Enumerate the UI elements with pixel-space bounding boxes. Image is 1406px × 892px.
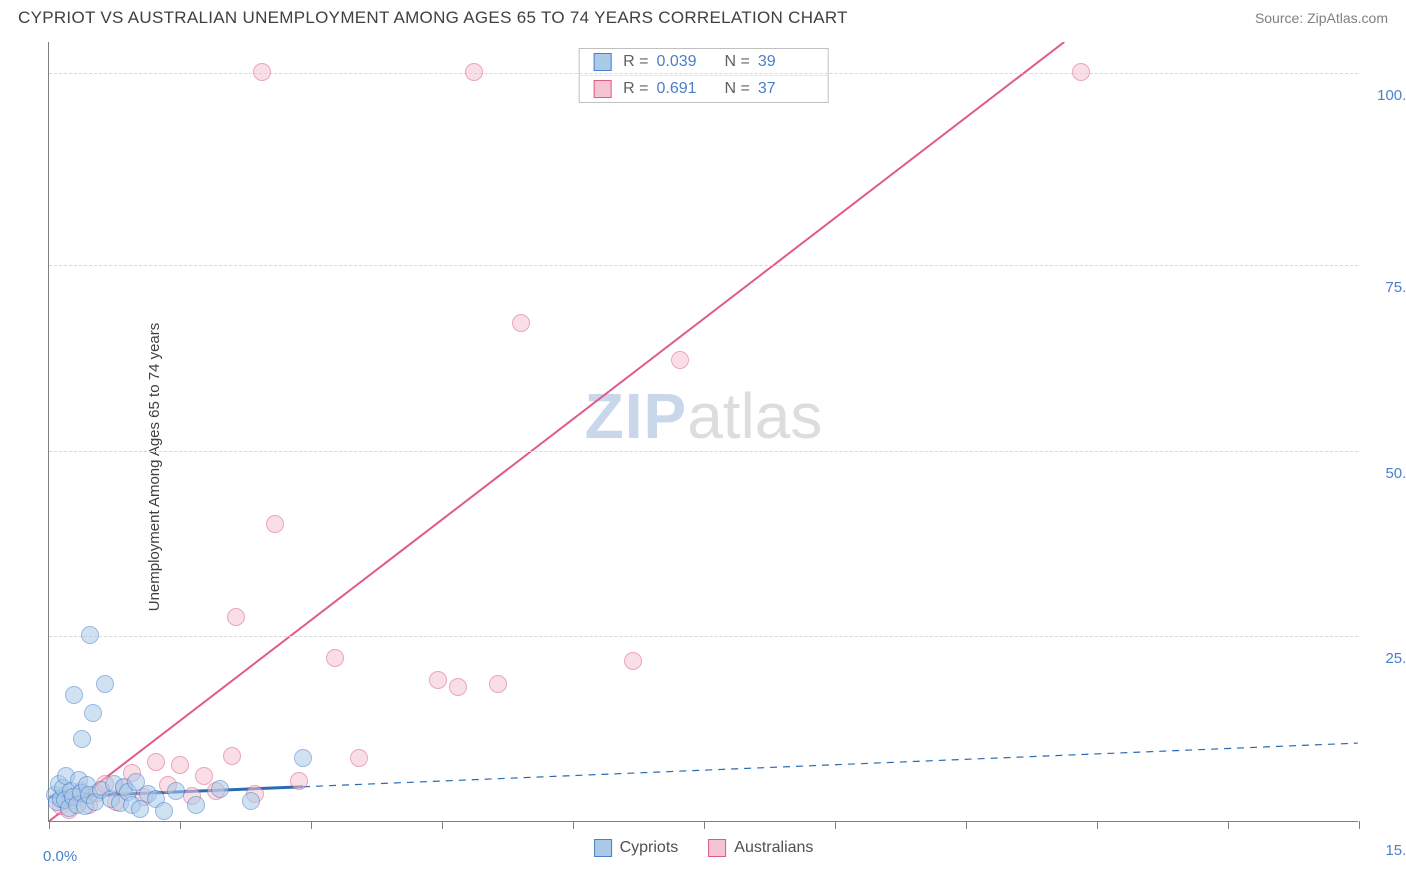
australians-marker [227, 608, 245, 626]
stats-legend-box: R = 0.039 N = 39 R = 0.691 N = 37 [578, 48, 829, 103]
swatch-cypriots-icon [594, 839, 612, 857]
australians-marker [266, 515, 284, 533]
australians-marker [290, 772, 308, 790]
cypriots-marker [294, 749, 312, 767]
cypriots-marker [65, 686, 83, 704]
gridline [49, 636, 1358, 637]
australians-marker [350, 749, 368, 767]
x-tick [442, 821, 443, 829]
x-tick [180, 821, 181, 829]
stats-row-australians: R = 0.691 N = 37 [579, 75, 828, 102]
x-tick [704, 821, 705, 829]
stat-n-label: N = [725, 80, 750, 98]
cypriots-marker [73, 730, 91, 748]
australians-marker [624, 652, 642, 670]
stat-r-label: R = [623, 53, 648, 71]
australians-marker [449, 678, 467, 696]
australians-marker [326, 649, 344, 667]
series-legend: Cypriots Australians [594, 839, 814, 857]
gridline [49, 265, 1358, 266]
legend-item-australians: Australians [708, 839, 813, 857]
trend-lines [49, 42, 1358, 821]
australians-marker [671, 351, 689, 369]
cypriots-marker [167, 782, 185, 800]
x-tick [1228, 821, 1229, 829]
australians-marker [223, 747, 241, 765]
x-origin-label: 0.0% [43, 848, 77, 865]
x-tick [1359, 821, 1360, 829]
australians-marker [489, 675, 507, 693]
stat-n-value-australians: 37 [758, 80, 814, 98]
australians-marker [512, 314, 530, 332]
stat-r-label: R = [623, 80, 648, 98]
y-tick-label: 75.0% [1368, 279, 1406, 296]
cypriots-marker [187, 796, 205, 814]
australians-marker [429, 671, 447, 689]
stats-row-cypriots: R = 0.039 N = 39 [579, 49, 828, 75]
stat-n-value-cypriots: 39 [758, 53, 814, 71]
legend-item-cypriots: Cypriots [594, 839, 679, 857]
cypriots-marker [211, 780, 229, 798]
cypriots-marker [84, 704, 102, 722]
x-tick [49, 821, 50, 829]
y-tick-label: 25.0% [1368, 650, 1406, 667]
chart-title: CYPRIOT VS AUSTRALIAN UNEMPLOYMENT AMONG… [18, 8, 848, 28]
source-attribution: Source: ZipAtlas.com [1255, 10, 1388, 26]
gridline [49, 73, 1358, 74]
australians-marker [253, 63, 271, 81]
plot-area: ZIPatlas R = 0.039 N = 39 R = 0.691 N = … [48, 42, 1358, 822]
swatch-australians-icon [708, 839, 726, 857]
gridline [49, 451, 1358, 452]
swatch-cypriots-icon [593, 53, 611, 71]
y-tick-label: 100.0% [1368, 87, 1406, 104]
australians-marker [171, 756, 189, 774]
australians-marker [147, 753, 165, 771]
x-tick [966, 821, 967, 829]
x-tick [573, 821, 574, 829]
cypriots-marker [96, 675, 114, 693]
x-tick [1097, 821, 1098, 829]
watermark: ZIPatlas [585, 379, 823, 453]
stat-r-value-cypriots: 0.039 [657, 53, 713, 71]
x-tick [311, 821, 312, 829]
australians-marker [465, 63, 483, 81]
chart-container: Unemployment Among Ages 65 to 74 years Z… [0, 42, 1406, 892]
stat-r-value-australians: 0.691 [657, 80, 713, 98]
cypriots-marker [81, 626, 99, 644]
stat-n-label: N = [725, 53, 750, 71]
x-max-label: 15.0% [1368, 842, 1406, 859]
cypriots-marker [155, 802, 173, 820]
x-tick [835, 821, 836, 829]
legend-label-cypriots: Cypriots [620, 839, 679, 857]
swatch-australians-icon [593, 80, 611, 98]
australians-marker [1072, 63, 1090, 81]
legend-label-australians: Australians [734, 839, 813, 857]
y-tick-label: 50.0% [1368, 465, 1406, 482]
cypriots-marker [242, 792, 260, 810]
